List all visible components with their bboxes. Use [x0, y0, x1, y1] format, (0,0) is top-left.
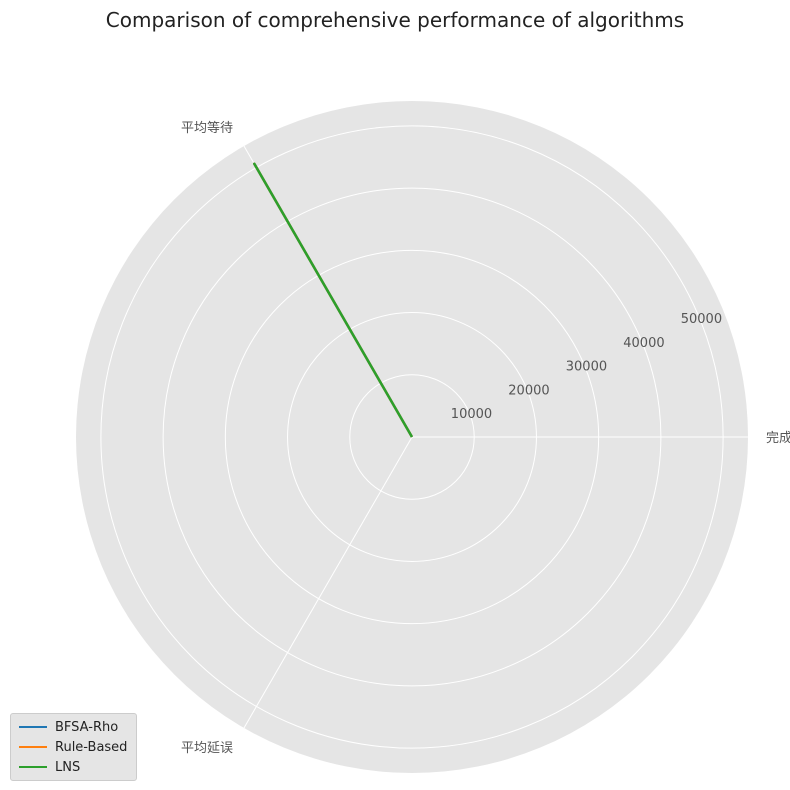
- r-tick-label: 30000: [566, 360, 607, 375]
- radial-tick-labels: 10000 20000 30000 40000 50000: [451, 312, 722, 422]
- spoke-3: [243, 436, 413, 729]
- legend-swatch: [19, 726, 47, 728]
- r-tick-label: 50000: [681, 312, 722, 327]
- chart-title: Comparison of comprehensive performance …: [105, 8, 685, 32]
- series-line-lns: [253, 162, 414, 438]
- axis-label-1: 完成率: [766, 430, 790, 446]
- legend-item: Rule-Based: [11, 737, 136, 757]
- legend-item: LNS: [11, 757, 136, 777]
- legend-swatch: [19, 766, 47, 768]
- legend-label: LNS: [55, 759, 81, 775]
- r-tick-label: 20000: [508, 383, 549, 398]
- legend-label: Rule-Based: [55, 739, 128, 755]
- legend-item: BFSA-Rho: [11, 717, 136, 737]
- legend: BFSA-Rho Rule-Based LNS: [10, 713, 137, 781]
- axis-label-3: 平均延误: [181, 741, 233, 756]
- legend-label: BFSA-Rho: [55, 719, 119, 735]
- r-tick-label: 10000: [451, 407, 492, 422]
- legend-swatch: [19, 746, 47, 748]
- r-tick-label: 40000: [623, 336, 664, 351]
- axis-label-2: 平均等待: [181, 120, 233, 136]
- series: [253, 162, 414, 438]
